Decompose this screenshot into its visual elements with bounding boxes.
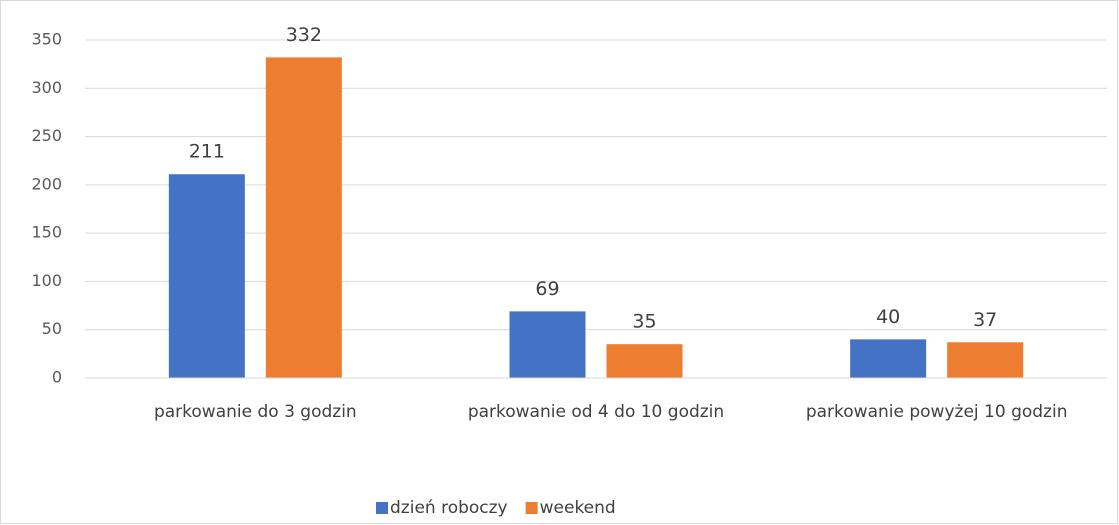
bar [265,57,342,378]
y-tick-label: 150 [31,223,62,242]
bar [947,342,1024,378]
value-label: 211 [189,141,225,163]
legend-label: weekend [540,498,616,518]
y-tick-label: 50 [42,319,62,338]
x-tick-label: parkowanie powyżej 10 godzin [806,402,1068,422]
bar [606,344,683,378]
legend-label: dzień roboczy [390,498,508,518]
bar [850,339,927,378]
y-tick-label: 0 [52,368,62,387]
bar [168,174,245,378]
x-tick-label: parkowanie od 4 do 10 godzin [468,402,724,422]
bar [509,311,586,378]
value-label: 332 [286,24,322,46]
value-label: 69 [535,278,559,300]
value-label: 37 [973,309,997,331]
y-tick-label: 250 [31,126,62,145]
value-label: 35 [632,311,656,333]
y-tick-label: 300 [31,78,62,97]
y-tick-label: 350 [31,30,62,49]
value-label: 40 [876,306,900,328]
x-tick-label: parkowanie do 3 godzin [154,402,357,422]
y-tick-label: 100 [31,271,62,290]
legend-swatch [525,502,538,514]
y-tick-label: 200 [31,174,62,193]
legend-swatch [376,502,388,514]
